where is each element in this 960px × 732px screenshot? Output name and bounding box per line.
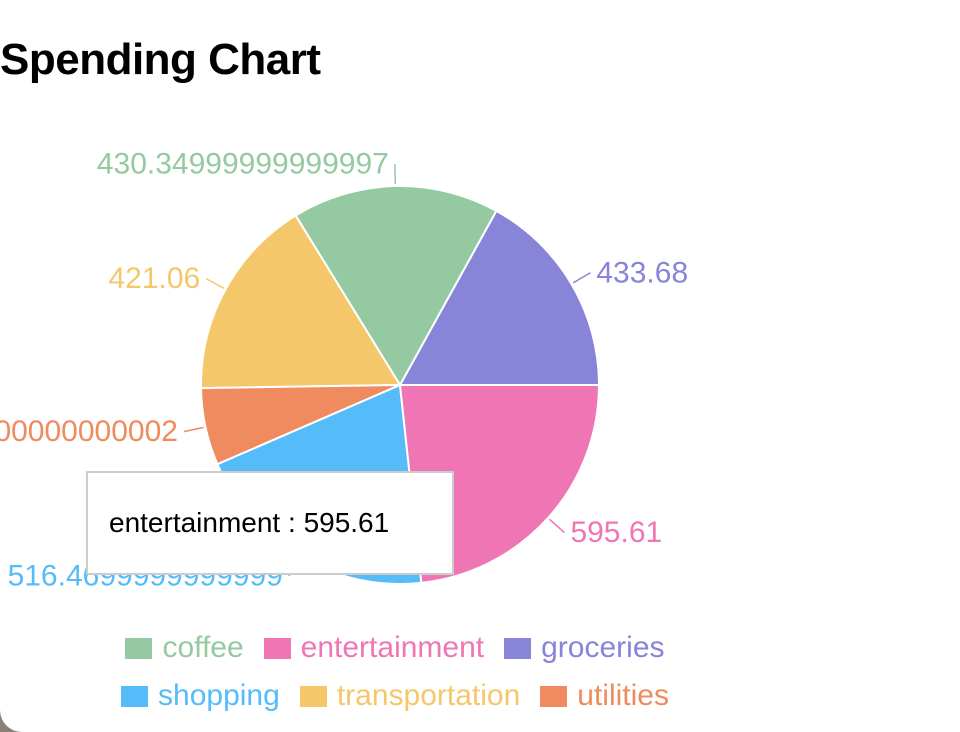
- slice-label-utilities: 160.34000000000002: [0, 415, 178, 448]
- legend-swatch-groceries: [504, 637, 532, 659]
- leader-line-transportation: [205, 278, 225, 290]
- slice-labels: 433.68 430.34999999999997 421.06 160.340000…: [0, 148, 688, 593]
- tooltip-separator: :: [280, 507, 304, 538]
- slice-label-coffee: 430.34999999999997: [97, 148, 389, 181]
- leader-line-utilities: [183, 426, 204, 433]
- pie-slice-groceries[interactable]: [398, 209, 601, 386]
- legend-item-entertainment[interactable]: entertainment: [263, 630, 485, 666]
- legend-label-transportation: transportation: [336, 679, 521, 712]
- tooltip-name: entertainment: [109, 507, 281, 538]
- legend-item-transportation[interactable]: transportation: [299, 678, 521, 714]
- legend-label-groceries: groceries: [541, 631, 665, 664]
- legend-label-entertainment: entertainment: [300, 631, 485, 664]
- slice-label-transportation: 421.06: [108, 262, 200, 295]
- legend-swatch-transportation: [299, 685, 327, 707]
- legend-label-coffee: coffee: [162, 631, 244, 664]
- slice-label-groceries: 433.68: [596, 256, 688, 289]
- legend-item-groceries[interactable]: groceries: [504, 630, 665, 666]
- legend-item-coffee[interactable]: coffee: [125, 630, 244, 666]
- legend-item-utilities[interactable]: utilities: [540, 678, 669, 714]
- legend-swatch-shopping: [121, 685, 149, 707]
- leader-line-entertainment: [549, 518, 565, 534]
- chart-tooltip: entertainment : 595.61: [86, 471, 454, 575]
- legend-swatch-entertainment: [263, 637, 291, 659]
- legend-swatch-coffee: [125, 637, 153, 659]
- legend-item-shopping[interactable]: shopping: [121, 678, 280, 714]
- slice-label-entertainment: 595.61: [570, 516, 662, 549]
- chart-legend: coffee entertainment groceries shopping tran…: [90, 630, 700, 714]
- tooltip-value: 595.61: [303, 507, 390, 538]
- pie-slice-coffee[interactable]: [294, 185, 498, 387]
- legend-swatch-utilities: [540, 685, 568, 707]
- leader-line-groceries: [572, 272, 591, 284]
- page-title: Spending Chart: [0, 35, 321, 84]
- legend-label-utilities: utilities: [577, 679, 669, 712]
- legend-label-shopping: shopping: [158, 679, 280, 712]
- pie-slice-transportation[interactable]: [200, 214, 402, 390]
